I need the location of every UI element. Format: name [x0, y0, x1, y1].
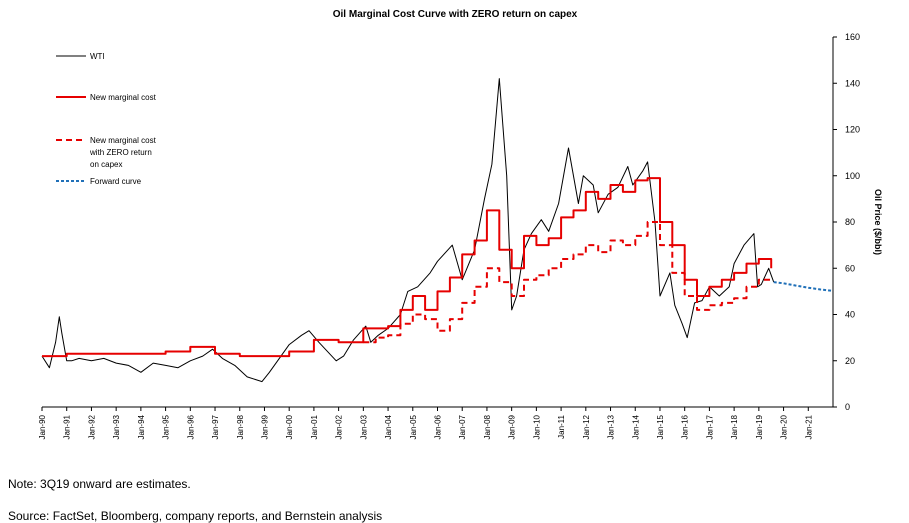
x-tick-label: Jan-92 [87, 414, 96, 439]
x-tick-label: Jan-20 [780, 414, 789, 439]
y-tick-label: 60 [845, 263, 855, 273]
x-tick-label: Jan-95 [162, 414, 171, 439]
x-tick-label: Jan-05 [409, 414, 418, 439]
x-tick-label: Jan-94 [137, 414, 146, 439]
x-tick-label: Jan-09 [508, 414, 517, 439]
x-tick-label: Jan-02 [335, 414, 344, 439]
series-line-wti [41, 78, 775, 383]
legend-label-wti: WTI [90, 52, 105, 61]
x-tick-label: Jan-00 [285, 414, 294, 439]
series-line-new-marginal-cost [42, 177, 773, 358]
legend-label-zero-return-3: on capex [90, 160, 122, 169]
legend-item-wti: WTI [56, 52, 105, 61]
x-tick-label: Jan-19 [755, 414, 764, 439]
x-tick-label: Jan-16 [681, 414, 690, 439]
series-layer [41, 78, 834, 383]
x-tick-label: Jan-06 [434, 414, 443, 439]
y-tick-label: 80 [845, 217, 855, 227]
y-tick-label: 20 [845, 356, 855, 366]
y-tick-label: 120 [845, 125, 860, 135]
x-tick-label: Jan-11 [557, 414, 566, 438]
x-tick-label: Jan-12 [582, 414, 591, 439]
series-line-new-marginal-cost-with-zero-return-on-capex [363, 221, 773, 344]
x-tick-label: Jan-90 [38, 414, 47, 439]
x-tick-label: Jan-01 [310, 414, 319, 439]
legend-label-forward-curve: Forward curve [90, 177, 142, 186]
note-source: Source: FactSet, Bloomberg, company repo… [8, 509, 383, 523]
x-tick-label: Jan-03 [359, 414, 368, 439]
legend-label-new-marginal-cost: New marginal cost [90, 93, 157, 102]
x-tick-label: Jan-98 [236, 414, 245, 439]
x-tick-label: Jan-21 [804, 414, 813, 439]
y-tick-label: 140 [845, 78, 860, 88]
x-tick-label: Jan-10 [532, 414, 541, 439]
x-tick-label: Jan-17 [705, 414, 714, 439]
x-tick-label: Jan-91 [63, 414, 72, 439]
x-tick-label: Jan-14 [631, 414, 640, 439]
y-tick-label: 40 [845, 310, 855, 320]
x-tick-label: Jan-96 [186, 414, 195, 439]
series-line-forward-curve [773, 281, 834, 292]
y-axis-label: Oil Price ($/bbl) [873, 189, 883, 255]
x-tick-label: Jan-04 [384, 414, 393, 439]
legend-label-zero-return-1: New marginal cost [90, 136, 157, 145]
x-tick-label: Jan-99 [260, 414, 269, 439]
y-axis: 0 20 40 60 80 100 120 140 160 [832, 32, 860, 412]
legend-item-zero-return: New marginal cost with ZERO return on ca… [56, 136, 157, 169]
legend: WTI New marginal cost New marginal cost … [56, 52, 157, 186]
chart-title: Oil Marginal Cost Curve with ZERO return… [333, 9, 578, 20]
x-tick-label: Jan-13 [607, 414, 616, 439]
x-axis: Jan-90 Jan-91 Jan-92 Jan-93 Jan-94 Jan-95 Jan-… [38, 406, 833, 439]
legend-label-zero-return-2: with ZERO return [89, 148, 152, 157]
y-tick-label: 160 [845, 32, 860, 42]
x-tick-label: Jan-07 [458, 414, 467, 439]
note-estimates: Note: 3Q19 onward are estimates. [8, 477, 191, 491]
x-tick-label: Jan-18 [730, 414, 739, 439]
x-tick-label: Jan-97 [211, 414, 220, 439]
y-tick-label: 100 [845, 171, 860, 181]
x-tick-label: Jan-15 [656, 414, 665, 439]
x-tick-label: Jan-93 [112, 414, 121, 439]
x-tick-label: Jan-08 [483, 414, 492, 439]
legend-item-new-marginal-cost: New marginal cost [56, 93, 157, 102]
legend-item-forward-curve: Forward curve [56, 177, 142, 186]
y-tick-label: 0 [845, 402, 850, 412]
